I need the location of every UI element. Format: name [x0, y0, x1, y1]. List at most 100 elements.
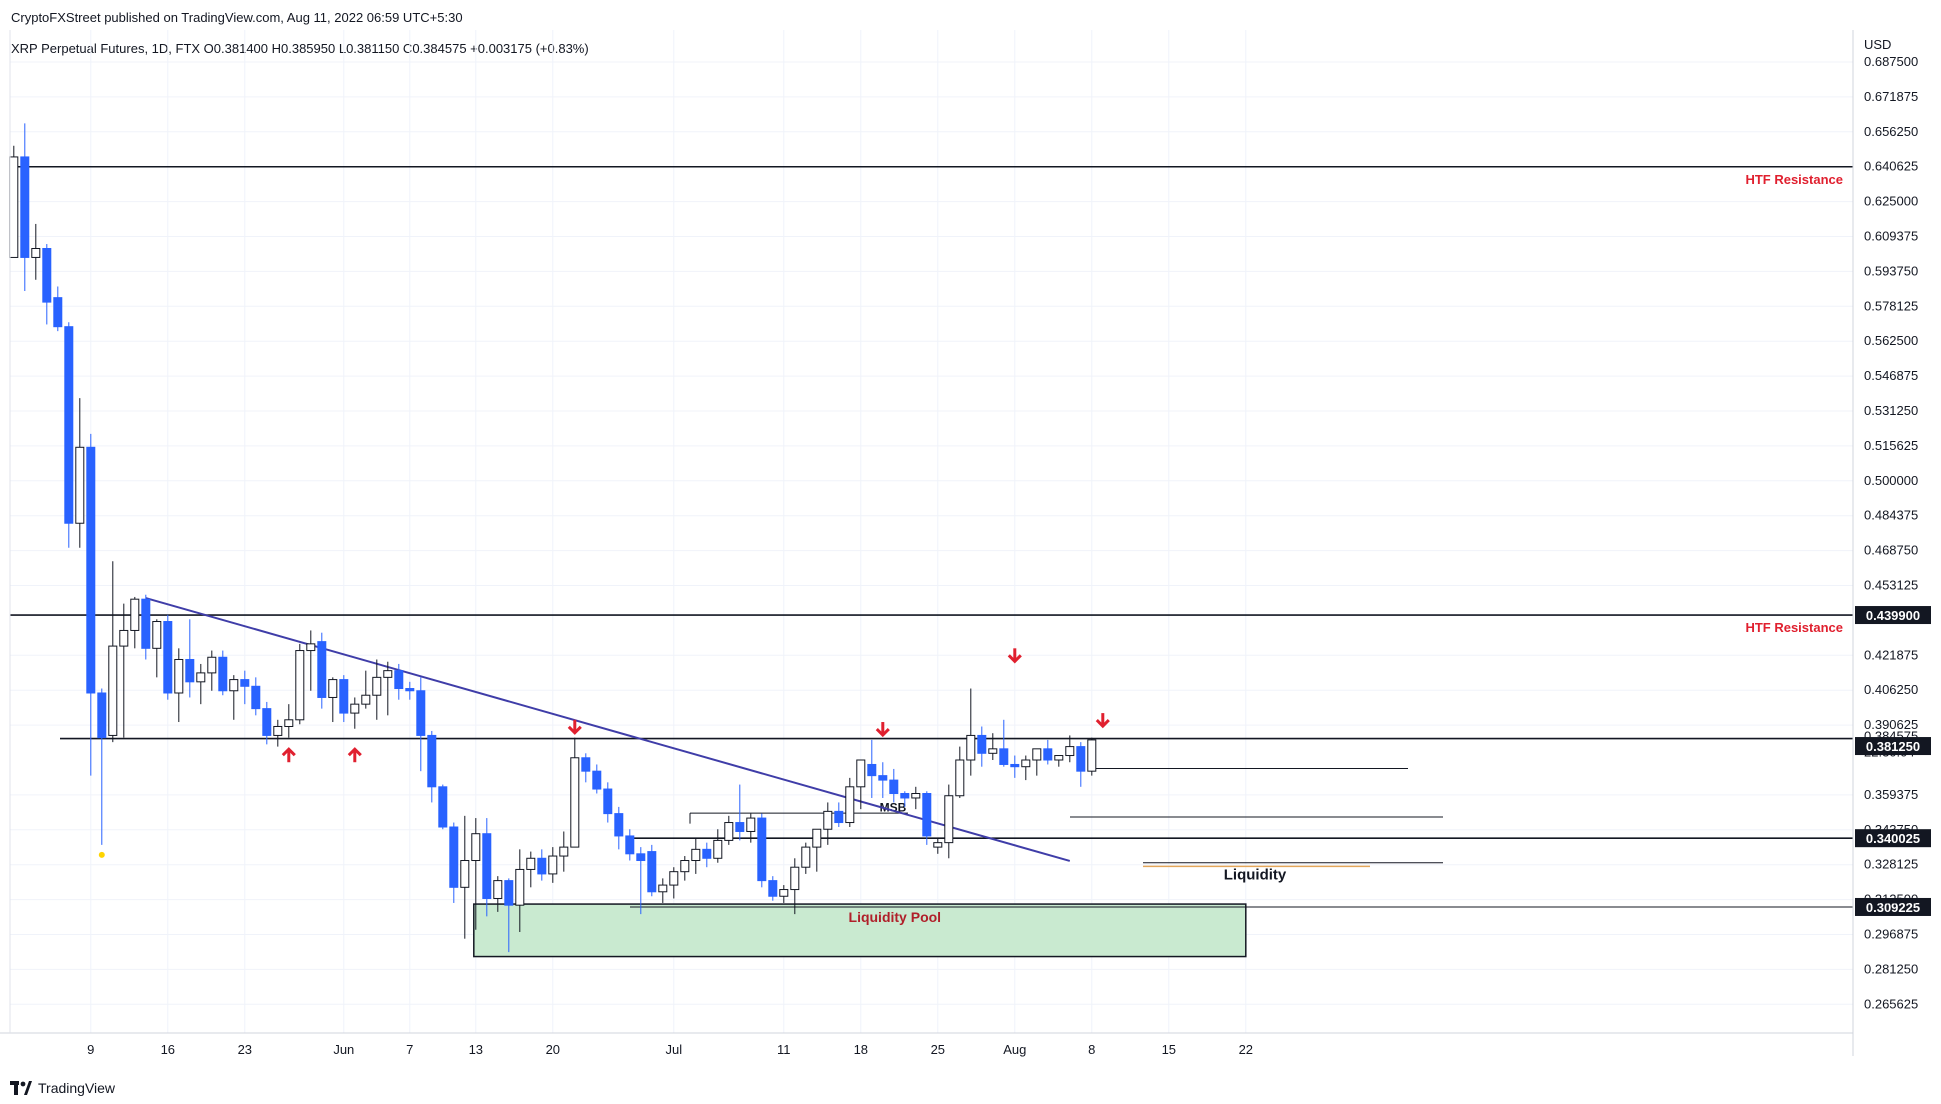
bearish-candle: [97, 688, 107, 845]
price-tick-label: 0.671875: [1864, 89, 1918, 104]
liquidity-label: Liquidity: [1224, 866, 1287, 883]
bullish-candle: [207, 650, 217, 691]
bearish-candle: [438, 784, 448, 830]
tradingview-footer: TradingView: [10, 1078, 115, 1098]
candle-body: [339, 679, 349, 714]
candle-body: [295, 650, 305, 721]
candle-body: [86, 446, 96, 694]
time-tick-label: 13: [469, 1042, 483, 1057]
bearish-candle: [647, 844, 657, 897]
candle-body: [757, 817, 767, 882]
time-tick-label: 22: [1239, 1042, 1253, 1057]
bearish-candle: [867, 739, 877, 798]
bullish-candle: [526, 851, 536, 888]
bearish-candle: [1043, 739, 1053, 765]
bullish-candle: [669, 867, 679, 899]
candle-body: [64, 326, 74, 524]
bearish-candle: [1076, 742, 1086, 787]
bullish-candle: [1021, 755, 1031, 781]
bearish-candle: [185, 619, 195, 698]
bullish-candle: [1054, 755, 1064, 767]
publish-info: CryptoFXStreet published on TradingView.…: [11, 10, 463, 25]
candle-body: [834, 810, 844, 824]
bearish-candle: [834, 802, 844, 828]
price-tick-label: 0.625000: [1864, 194, 1918, 209]
bullish-candle: [108, 561, 118, 743]
candle-body: [746, 817, 756, 832]
price-tick-label: 0.515625: [1864, 438, 1918, 453]
bullish-candle: [9, 145, 19, 258]
candle-body: [999, 748, 1009, 765]
bullish-candle: [284, 704, 294, 738]
bearish-candle: [614, 806, 624, 850]
time-tick-label: Jun: [333, 1042, 354, 1057]
candle-body: [427, 734, 437, 788]
candles: [9, 123, 1097, 953]
arrow-head: [567, 725, 582, 735]
price-tick-label: 0.343750: [1864, 822, 1918, 837]
bearish-candle: [977, 726, 987, 767]
bearish-candle: [141, 594, 151, 660]
candle-body: [284, 719, 294, 727]
bullish-candle: [119, 603, 129, 738]
bullish-candle: [361, 670, 371, 709]
candle-body: [460, 860, 470, 888]
tradingview-logo-icon: [10, 1081, 32, 1095]
price-tick-label: 0.453125: [1864, 578, 1918, 593]
candle-body: [273, 725, 283, 736]
bullish-candle: [724, 815, 734, 845]
bullish-candle: [933, 838, 943, 854]
bullish-candle: [130, 596, 140, 649]
candle-body: [97, 692, 107, 739]
candle-body: [405, 688, 415, 692]
bullish-candle: [295, 643, 305, 725]
bearish-candle: [581, 753, 591, 783]
candle-body: [526, 857, 536, 870]
candle-body: [53, 297, 63, 328]
candle-body: [867, 763, 877, 777]
price-badge-label: 0.381250: [1866, 739, 1920, 754]
bullish-candle: [812, 828, 822, 872]
bullish-candle: [493, 876, 503, 912]
bearish-candle: [625, 829, 635, 861]
time-tick-label: 16: [161, 1042, 175, 1057]
price-tick-label: 0.468750: [1864, 543, 1918, 558]
price-tick-label: 0.390625: [1864, 717, 1918, 732]
price-tick-label: 0.265625: [1864, 996, 1918, 1011]
candle-body: [383, 670, 393, 678]
bearish-candle: [449, 822, 459, 903]
candle-body: [75, 446, 85, 524]
bearish-candle: [735, 784, 745, 841]
time-tick-label: 25: [931, 1042, 945, 1057]
bullish-candle: [779, 885, 789, 903]
candle-body: [361, 694, 371, 705]
candle-body: [724, 822, 734, 841]
bullish-candle: [372, 659, 382, 720]
candle-body: [669, 871, 679, 886]
candle-body: [856, 759, 866, 788]
candle-body: [515, 868, 525, 906]
bullish-candle: [548, 847, 558, 883]
bearish-candle: [504, 878, 514, 953]
price-tick-label: 0.562500: [1864, 333, 1918, 348]
chart-grid: [10, 30, 1853, 1033]
candle-body: [1021, 759, 1031, 768]
time-tick-label: 18: [854, 1042, 868, 1057]
candle-body: [1065, 746, 1075, 757]
bearish-candle: [1010, 755, 1020, 778]
bullish-candle: [229, 675, 239, 720]
candle-body: [163, 621, 173, 694]
candle-body: [119, 629, 129, 647]
bearish-candle: [240, 670, 250, 705]
candle-body: [955, 759, 965, 797]
candle-body: [790, 866, 800, 891]
candle-body: [647, 851, 657, 893]
htf-resistance-label: HTF Resistance: [1745, 620, 1843, 635]
time-tick-label: 15: [1162, 1042, 1176, 1057]
annotation-marks: [98, 648, 1110, 858]
candle-body: [394, 670, 404, 690]
price-tick-label: 0.484375: [1864, 508, 1918, 523]
candle-body: [944, 795, 954, 844]
candle-body: [416, 690, 426, 736]
